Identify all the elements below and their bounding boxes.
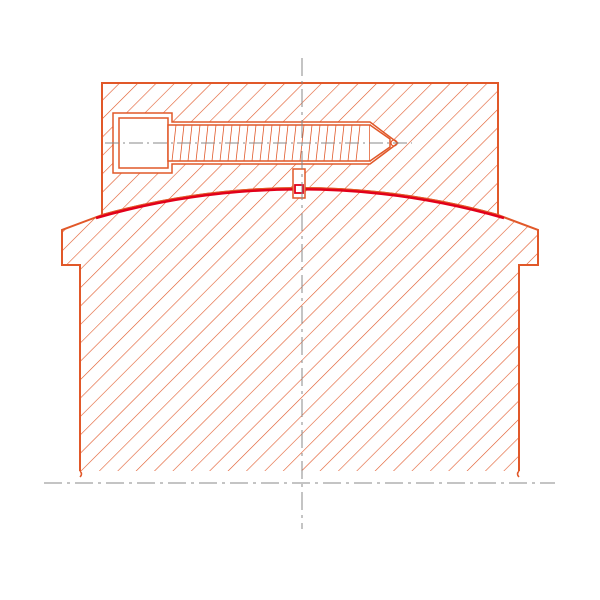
inner-ring — [62, 188, 538, 477]
bearing-cross-section — [0, 0, 600, 600]
lubrication-port — [293, 169, 305, 198]
